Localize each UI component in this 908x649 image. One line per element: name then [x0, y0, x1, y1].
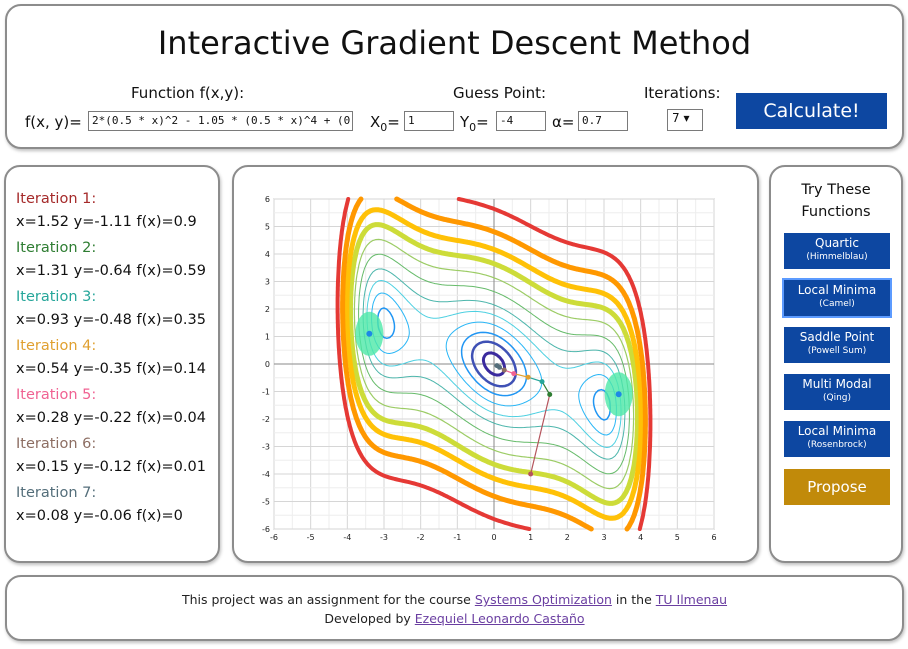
functions-panel: Try These Functions Quartic (Himmelblau) … [769, 165, 903, 563]
descent-point [501, 367, 507, 373]
x-tick-label: -6 [270, 533, 278, 542]
footer-line-1: This project was an assignment for the c… [181, 592, 728, 607]
contour-line [344, 207, 644, 521]
contour-line [335, 197, 653, 531]
y-tick-label: -5 [262, 498, 270, 507]
iteration-title: Iteration 6: [16, 436, 97, 452]
x-tick-label: 6 [711, 533, 716, 542]
contour-line [353, 238, 635, 490]
x-tick-label: -4 [343, 533, 351, 542]
descent-point [547, 392, 553, 398]
x-tick-label: 0 [491, 533, 496, 542]
iteration-title: Iteration 7: [16, 485, 97, 501]
iteration-value: x=1.52 y=-1.11 f(x)=0.9 [16, 214, 197, 230]
iteration-title: Iteration 2: [16, 240, 97, 256]
preset-rosenbrock-button[interactable]: Local Minima (Rosenbrock) [784, 421, 890, 457]
alpha-label: α= [552, 113, 575, 131]
descent-point [494, 363, 500, 369]
y-tick-label: 6 [265, 195, 270, 204]
y0-label: Y0= [460, 113, 489, 134]
iterations-select[interactable]: 7 ▾ [667, 109, 703, 131]
function-label: Function f(x,y): [131, 84, 245, 102]
alpha-input[interactable]: 0.7 [578, 111, 628, 131]
contour-line [348, 222, 640, 506]
iteration-value: x=0.93 y=-0.48 f(x)=0.35 [16, 312, 206, 328]
x-tick-label: -2 [417, 533, 425, 542]
x-tick-label: 5 [675, 533, 680, 542]
y-tick-label: 5 [265, 223, 270, 232]
iteration-value: x=0.54 y=-0.35 f(x)=0.14 [16, 361, 206, 377]
function-prefix: f(x, y)= [25, 113, 82, 131]
x0-label: X0= [370, 113, 400, 134]
x-tick-label: 1 [528, 533, 533, 542]
x-tick-label: -1 [453, 533, 461, 542]
y-tick-label: 3 [265, 278, 270, 287]
plot-panel: -6 -5 -4 -3 -2 -1 0 1 2 3 4 5 6 -6 -5 -4 -3 -2 -1 0 1 2 3 4 5 6 [232, 165, 759, 563]
descent-point [525, 374, 531, 380]
iterations-panel: Iteration 1: x=1.52 y=-1.11 f(x)=0.9 Itera… [4, 165, 220, 563]
x-tick-label: 4 [638, 533, 643, 542]
minimum-point [366, 330, 373, 337]
iteration-title: Iteration 1: [16, 191, 97, 207]
y-tick-label: -6 [262, 525, 270, 534]
header-panel: Interactive Gradient Descent Method Func… [5, 4, 904, 149]
y-tick-label: -4 [262, 470, 270, 479]
footer-line-2: Developed by Ezequiel Leonardo Castaño [324, 611, 585, 626]
contour-line [377, 307, 611, 421]
descent-point [528, 471, 534, 477]
y-tick-label: -3 [262, 443, 270, 452]
y-tick-label: -2 [262, 415, 270, 424]
author-link[interactable]: Ezequiel Leonardo Castaño [414, 611, 585, 626]
preset-himmelblau-button[interactable]: Quartic (Himmelblau) [784, 233, 890, 269]
iteration-value: x=0.15 y=-0.12 f(x)=0.01 [16, 459, 206, 475]
contour-line [366, 280, 622, 448]
iteration-title: Iteration 5: [16, 387, 97, 403]
preset-camel-button[interactable]: Local Minima (Camel) [782, 278, 892, 318]
iteration-title: Iteration 4: [16, 338, 97, 354]
propose-button[interactable]: Propose [784, 469, 890, 505]
x-tick-label: -5 [307, 533, 315, 542]
functions-panel-title: Try These Functions [801, 182, 871, 220]
descent-segment [530, 394, 551, 475]
y0-input[interactable]: -4 [496, 111, 546, 131]
minimum-point [615, 391, 622, 398]
x-tick-label: -3 [380, 533, 388, 542]
y-tick-label: 0 [265, 360, 270, 369]
descent-point [511, 371, 517, 377]
contour-line [340, 196, 648, 532]
x-tick-label: 2 [565, 533, 570, 542]
descent-segment [541, 381, 551, 395]
x0-input[interactable]: 1 [404, 111, 454, 131]
iteration-value: x=0.28 y=-0.22 f(x)=0.04 [16, 410, 206, 426]
y-tick-label: -1 [262, 388, 270, 397]
y-tick-label: 4 [265, 250, 270, 259]
university-link[interactable]: TU Ilmenau [655, 592, 728, 607]
iteration-title: Iteration 3: [16, 289, 97, 305]
function-input[interactable]: 2*(0.5 * x)^2 - 1.05 * (0.5 * x)^4 + (0.… [88, 111, 353, 131]
preset-powell-sum-button[interactable]: Saddle Point (Powell Sum) [784, 327, 890, 363]
calculate-button[interactable]: Calculate! [736, 93, 887, 129]
footer-panel: This project was an assignment for the c… [5, 575, 904, 641]
course-link[interactable]: Systems Optimization [474, 592, 612, 607]
y-tick-label: 2 [265, 305, 270, 314]
preset-qing-button[interactable]: Multi Modal (Qing) [784, 374, 890, 410]
iterations-label: Iterations: [644, 84, 721, 102]
iteration-value: x=0.08 y=-0.06 f(x)=0 [16, 508, 183, 524]
page-title: Interactive Gradient Descent Method [157, 24, 752, 62]
contour-line [470, 340, 518, 388]
guess-point-label: Guess Point: [453, 84, 547, 102]
descent-point [539, 379, 545, 385]
iteration-value: x=1.31 y=-0.64 f(x)=0.59 [16, 263, 206, 279]
y-tick-label: 1 [265, 333, 270, 342]
x-tick-label: 3 [601, 533, 606, 542]
contour-plot[interactable]: -6 -5 -4 -3 -2 -1 0 1 2 3 4 5 6 -6 -5 -4 -3 -2 -1 0 1 2 3 4 5 6 [234, 167, 757, 561]
